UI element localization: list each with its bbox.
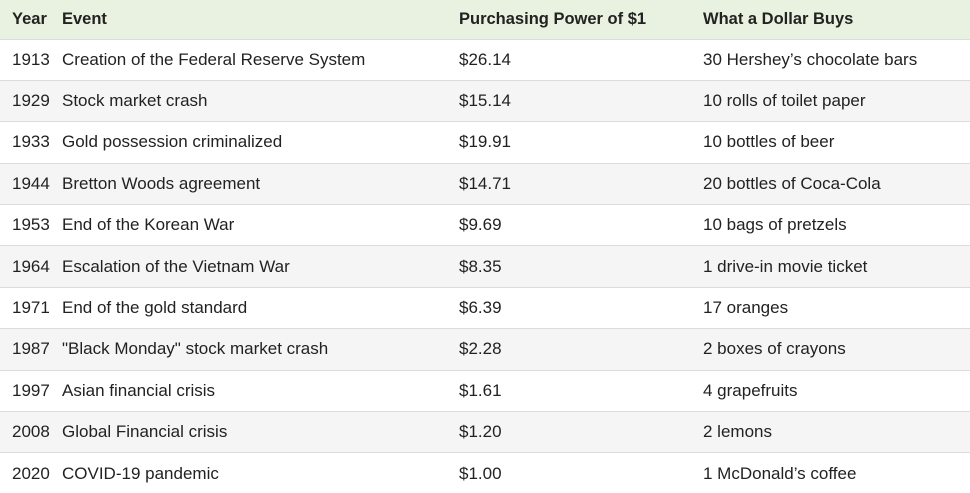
cell-what-a-dollar-buys: 2 lemons (703, 411, 970, 453)
cell-event: Escalation of the Vietnam War (62, 245, 459, 288)
cell-year: 1997 (0, 369, 62, 412)
cell-year: 1953 (0, 204, 62, 246)
table-row: 1929 Stock market crash $15.14 10 rolls … (0, 79, 970, 122)
cell-purchasing-power: $2.28 (459, 328, 703, 371)
cell-purchasing-power: $1.20 (459, 411, 703, 453)
table-row: 2008 Global Financial crisis $1.20 2 lem… (0, 411, 970, 453)
table-row: 1987 "Black Monday" stock market crash $… (0, 328, 970, 371)
cell-year: 1964 (0, 245, 62, 288)
cell-year: 1944 (0, 162, 62, 205)
cell-what-a-dollar-buys: 1 McDonald’s coffee (703, 452, 970, 493)
cell-year: 2020 (0, 452, 62, 493)
cell-year: 2008 (0, 411, 62, 453)
header-row: Year Event Purchasing Power of $1 What a… (0, 0, 970, 39)
cell-event: Asian financial crisis (62, 369, 459, 412)
cell-purchasing-power: $1.61 (459, 369, 703, 412)
cell-purchasing-power: $6.39 (459, 286, 703, 329)
cell-year: 1913 (0, 38, 62, 81)
header-purchasing-power: Purchasing Power of $1 (459, 9, 647, 28)
cell-purchasing-power: $9.69 (459, 204, 703, 246)
cell-what-a-dollar-buys: 1 drive-in movie ticket (703, 245, 970, 288)
cell-event: COVID-19 pandemic (62, 452, 459, 493)
table-body: 1913 Creation of the Federal Reserve Sys… (0, 38, 970, 493)
cell-purchasing-power: $8.35 (459, 245, 703, 288)
cell-purchasing-power: $14.71 (459, 162, 703, 205)
cell-event: Bretton Woods agreement (62, 162, 459, 205)
cell-event: End of the gold standard (62, 286, 459, 329)
cell-event: End of the Korean War (62, 204, 459, 246)
cell-event: Gold possession criminalized (62, 121, 459, 164)
cell-what-a-dollar-buys: 10 bottles of beer (703, 121, 970, 164)
cell-year: 1933 (0, 121, 62, 164)
cell-what-a-dollar-buys: 10 rolls of toilet paper (703, 79, 970, 122)
cell-what-a-dollar-buys: 20 bottles of Coca-Cola (703, 162, 970, 205)
header-event: Event (62, 9, 107, 28)
table-row: 2020 COVID-19 pandemic $1.00 1 McDonald’… (0, 452, 970, 493)
header-what-a-dollar-buys: What a Dollar Buys (703, 9, 854, 28)
cell-event: "Black Monday" stock market crash (62, 328, 459, 371)
table-header: Year Event Purchasing Power of $1 What a… (0, 0, 970, 39)
table-row: 1964 Escalation of the Vietnam War $8.35… (0, 245, 970, 288)
cell-what-a-dollar-buys: 2 boxes of crayons (703, 328, 970, 371)
table-row: 1933 Gold possession criminalized $19.91… (0, 121, 970, 164)
cell-what-a-dollar-buys: 17 oranges (703, 286, 970, 329)
cell-purchasing-power: $1.00 (459, 452, 703, 493)
table-row: 1997 Asian financial crisis $1.61 4 grap… (0, 369, 970, 412)
cell-purchasing-power: $26.14 (459, 38, 703, 81)
cell-event: Stock market crash (62, 79, 459, 122)
table-row: 1913 Creation of the Federal Reserve Sys… (0, 38, 970, 81)
cell-year: 1971 (0, 286, 62, 329)
table-row: 1971 End of the gold standard $6.39 17 o… (0, 286, 970, 329)
cell-purchasing-power: $15.14 (459, 79, 703, 122)
cell-what-a-dollar-buys: 10 bags of pretzels (703, 204, 970, 246)
table-row: 1944 Bretton Woods agreement $14.71 20 b… (0, 162, 970, 205)
cell-event: Creation of the Federal Reserve System (62, 38, 459, 81)
cell-what-a-dollar-buys: 4 grapefruits (703, 369, 970, 412)
table-row: 1953 End of the Korean War $9.69 10 bags… (0, 204, 970, 246)
cell-purchasing-power: $19.91 (459, 121, 703, 164)
cell-what-a-dollar-buys: 30 Hershey’s chocolate bars (703, 38, 970, 81)
cell-year: 1987 (0, 328, 62, 371)
header-year: Year (12, 9, 47, 28)
cell-event: Global Financial crisis (62, 411, 459, 453)
cell-year: 1929 (0, 79, 62, 122)
